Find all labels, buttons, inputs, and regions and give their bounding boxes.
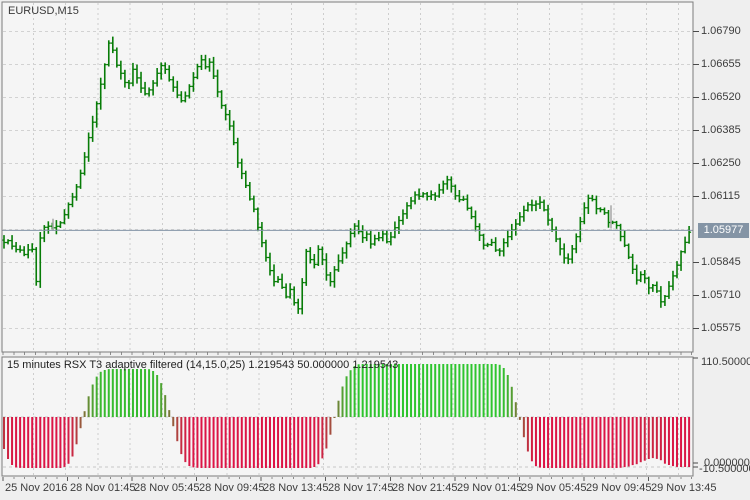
indicator-title-label: 15 minutes RSX T3 adaptive filtered (14,… — [7, 359, 399, 371]
time-axis-label: 28 Nov 01:45 — [70, 482, 136, 494]
time-axis-label: 28 Nov 09:45 — [199, 482, 265, 494]
time-axis-label: 28 Nov 13:45 — [263, 482, 329, 494]
time-axis-label: 28 Nov 05:45 — [134, 482, 200, 494]
price-axis-label: 1.06385 — [701, 124, 741, 136]
price-bars — [2, 36, 692, 315]
price-axis-label: 1.05845 — [701, 256, 741, 268]
current-price-tag: 1.05977 — [698, 223, 749, 238]
price-axis-label: 1.06790 — [701, 25, 741, 37]
indicator-axis-max-label: 110.500000 — [701, 356, 750, 368]
time-axis-label: 29 Nov 13:45 — [651, 482, 717, 494]
price-axis-label: 1.06250 — [701, 157, 741, 169]
price-axis-label: 1.06520 — [701, 91, 741, 103]
time-axis-label: 28 Nov 21:45 — [392, 482, 458, 494]
price-axis-label: 1.05575 — [701, 322, 741, 334]
price-axis-label: 1.06115 — [701, 190, 740, 202]
time-axis-label: 29 Nov 05:45 — [521, 482, 587, 494]
time-axis-label: 25 Nov 2016 — [5, 482, 68, 494]
indicator-axis-zero-label: 0.000000 — [704, 457, 750, 469]
time-axis-label: 29 Nov 01:45 — [457, 482, 523, 494]
indicator-histogram — [3, 364, 691, 468]
axis-ticks — [2, 31, 699, 481]
time-axis-label: 29 Nov 09:45 — [586, 482, 652, 494]
price-axis-label: 1.06655 — [701, 58, 741, 70]
price-axis-label: 1.05710 — [701, 289, 741, 301]
symbol-timeframe-label: EURUSD,M15 — [8, 5, 79, 17]
time-axis-label: 28 Nov 17:45 — [328, 482, 394, 494]
indicator-axis-min-label: -10.500000 — [699, 463, 750, 475]
pane-borders — [1, 1, 694, 477]
